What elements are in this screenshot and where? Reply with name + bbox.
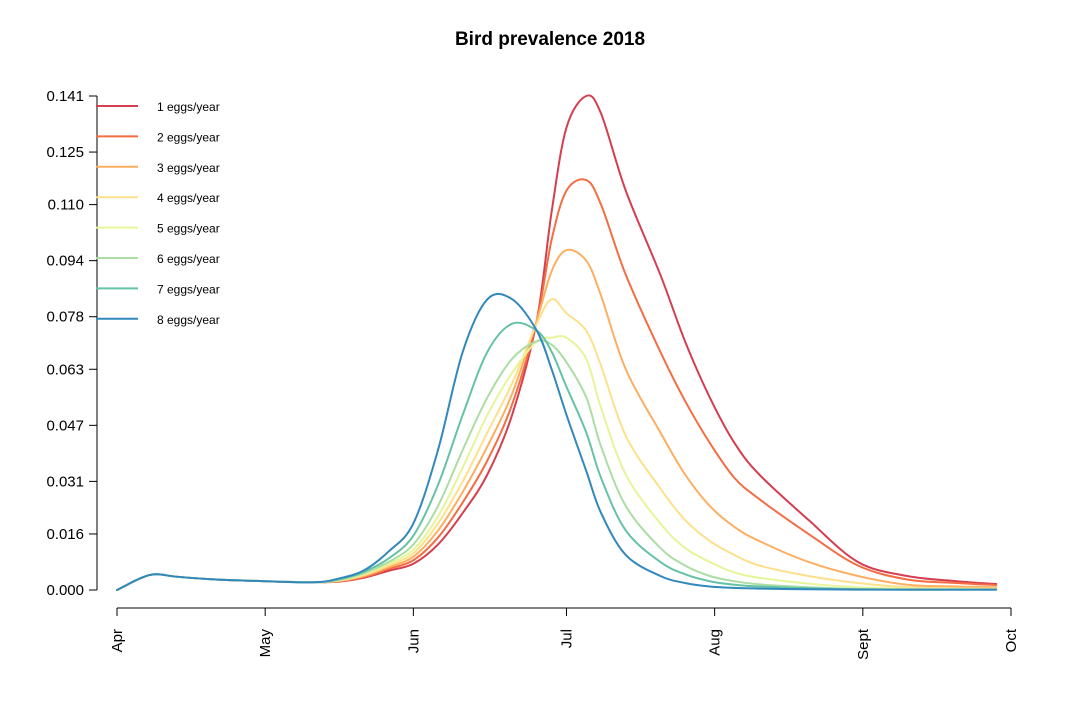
legend-label: 7 eggs/year <box>157 282 220 296</box>
y-tick-label: 0.094 <box>46 253 84 270</box>
series-line-5 <box>116 335 998 591</box>
legend-label: 3 eggs/year <box>157 161 220 175</box>
y-tick-label: 0.110 <box>48 197 84 214</box>
series-line-7 <box>116 321 998 591</box>
plot-area <box>116 94 998 591</box>
x-tick-label: Apr <box>109 629 126 652</box>
legend-label: 8 eggs/year <box>157 313 220 327</box>
y-tick-label: 0.047 <box>46 417 84 434</box>
x-tick-label: May <box>257 629 274 658</box>
x-tick-label: Jul <box>558 629 575 648</box>
legend-label: 5 eggs/year <box>157 222 220 236</box>
x-axis-ticks: Apr May Jun Jul Aug Sept Oct <box>109 608 1020 660</box>
series-line-8 <box>116 292 998 591</box>
legend-label: 2 eggs/year <box>157 130 220 144</box>
x-tick-label: Jun <box>405 629 422 653</box>
legend-label: 6 eggs/year <box>157 252 220 266</box>
series-line-4 <box>116 298 998 591</box>
y-tick-label: 0.141 <box>46 88 84 105</box>
legend: 1 eggs/year 2 eggs/year 3 eggs/year 4 eggs/… <box>96 100 220 327</box>
x-tick-label: Oct <box>1003 628 1020 652</box>
y-tick-label: 0.016 <box>46 526 84 543</box>
y-tick-label: 0.125 <box>46 144 84 161</box>
chart-title: Bird prevalence 2018 <box>455 29 645 50</box>
series-line-6 <box>116 339 998 591</box>
legend-label: 4 eggs/year <box>157 191 220 205</box>
legend-label: 1 eggs/year <box>157 100 220 114</box>
y-tick-label: 0.063 <box>46 361 84 378</box>
y-tick-label: 0.078 <box>46 309 84 326</box>
y-tick-label: 0.000 <box>46 582 84 599</box>
series-line-1 <box>116 94 998 591</box>
x-tick-label: Sept <box>855 628 872 660</box>
y-tick-label: 0.031 <box>46 473 84 490</box>
x-tick-label: Aug <box>707 629 724 656</box>
y-axis-ticks: 0.000 0.016 0.031 0.047 0.063 0.078 0.094 0.110… <box>46 88 97 599</box>
